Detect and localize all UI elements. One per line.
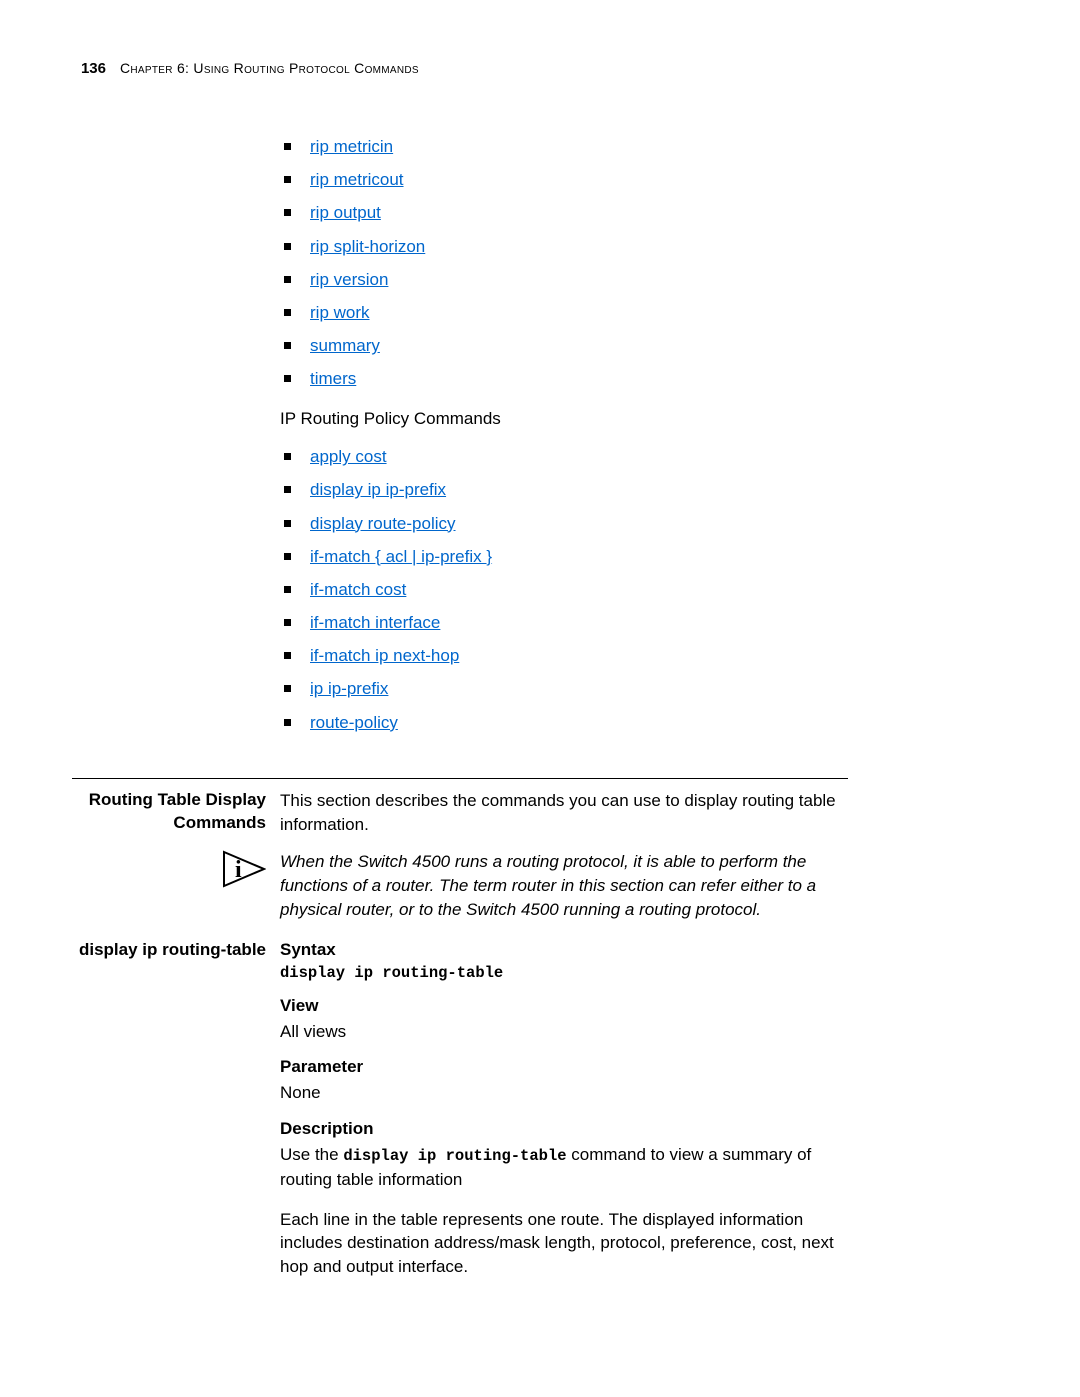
desc-p1-prefix: Use the [280,1145,343,1164]
cmd-link-timers[interactable]: timers [310,369,356,388]
cmd-link-if-match-cost[interactable]: if-match cost [310,580,406,599]
view-heading: View [280,996,848,1016]
list-item: if-match ip next-hop [280,642,848,669]
list-item: ip ip-prefix [280,675,848,702]
list-item: display route-policy [280,510,848,537]
list-item: rip output [280,199,848,226]
cmd-link-rip-split-horizon[interactable]: rip split-horizon [310,237,425,256]
page-container: 136 Chapter 6: Using Routing Protocol Co… [0,0,1080,1397]
cmd-link-apply-cost[interactable]: apply cost [310,447,387,466]
cmd-link-rip-output[interactable]: rip output [310,203,381,222]
command-row: display ip routing-table Syntax display … [72,940,848,1295]
list-item: if-match cost [280,576,848,603]
list-item: if-match { acl | ip-prefix } [280,543,848,570]
cmd-link-display-ip-ip-prefix[interactable]: display ip ip-prefix [310,480,446,499]
list-item: summary [280,332,848,359]
cmd-link-ip-ip-prefix[interactable]: ip ip-prefix [310,679,388,698]
svg-text:i: i [235,857,242,883]
view-text: All views [280,1020,848,1044]
cmd-link-rip-metricin[interactable]: rip metricin [310,137,393,156]
list-item: rip metricin [280,133,848,160]
section-intro: This section describes the commands you … [280,789,848,838]
command-body: Syntax display ip routing-table View All… [280,940,848,1295]
note-row: i When the Switch 4500 runs a routing pr… [72,850,848,921]
cmd-link-if-match-ip-next-hop[interactable]: if-match ip next-hop [310,646,459,665]
list-item: if-match interface [280,609,848,636]
info-icon-col: i [72,850,280,888]
description-p2: Each line in the table represents one ro… [280,1208,848,1279]
info-icon: i [222,850,266,888]
parameter-heading: Parameter [280,1057,848,1077]
description-heading: Description [280,1119,848,1139]
desc-p1-code: display ip routing-table [343,1147,566,1165]
list-item: rip metricout [280,166,848,193]
description-p1: Use the display ip routing-table command… [280,1143,848,1191]
cmd-link-rip-work[interactable]: rip work [310,303,370,322]
section-heading-row: Routing Table Display Commands This sect… [72,789,848,838]
syntax-heading: Syntax [280,940,848,960]
list-item: rip work [280,299,848,326]
chapter-label: Chapter 6: Using Routing Protocol Comman… [120,60,419,76]
page-number: 136 [72,60,106,77]
policy-command-list: apply cost display ip ip-prefix display … [280,443,848,736]
list-item: rip version [280,266,848,293]
cmd-link-display-route-policy[interactable]: display route-policy [310,514,456,533]
list-item: route-policy [280,709,848,736]
policy-heading: IP Routing Policy Commands [280,407,848,432]
top-command-list: rip metricin rip metricout rip output ri… [280,133,848,393]
cmd-link-summary[interactable]: summary [310,336,380,355]
cmd-link-if-match-acl[interactable]: if-match { acl | ip-prefix } [310,547,492,566]
top-links-col: rip metricin rip metricout rip output ri… [280,133,848,750]
page-header: 136 Chapter 6: Using Routing Protocol Co… [72,60,848,77]
cmd-link-rip-version[interactable]: rip version [310,270,388,289]
command-name-label: display ip routing-table [72,940,280,960]
section-divider [72,778,848,779]
cmd-link-route-policy[interactable]: route-policy [310,713,398,732]
list-item: apply cost [280,443,848,470]
top-links-row: rip metricin rip metricout rip output ri… [72,133,848,750]
list-item: timers [280,365,848,392]
list-item: rip split-horizon [280,233,848,260]
cmd-link-rip-metricout[interactable]: rip metricout [310,170,404,189]
syntax-code: display ip routing-table [280,964,848,982]
section-title: Routing Table Display Commands [72,789,280,835]
note-text: When the Switch 4500 runs a routing prot… [280,850,848,921]
parameter-text: None [280,1081,848,1105]
list-item: display ip ip-prefix [280,476,848,503]
cmd-link-if-match-interface[interactable]: if-match interface [310,613,440,632]
